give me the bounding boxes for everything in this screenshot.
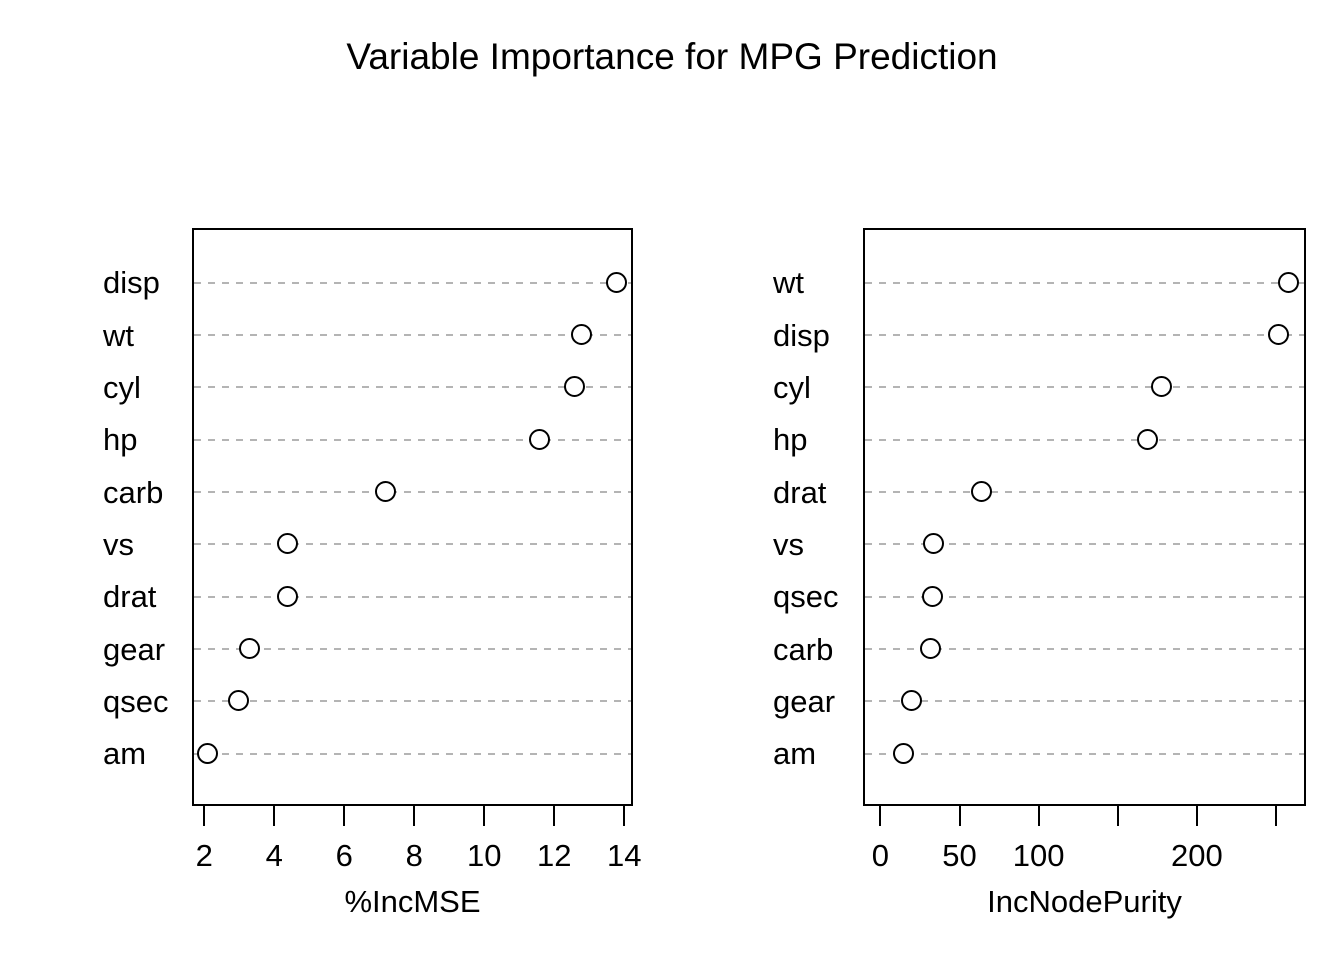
x-tick-right-250 <box>1274 806 1277 826</box>
gridline-cyl <box>194 386 631 389</box>
category-label-cyl: cyl <box>103 369 141 405</box>
category-label-vs: vs <box>103 526 134 562</box>
gridline-am <box>865 752 1304 755</box>
gridline-wt <box>194 334 631 337</box>
category-label-hp: hp <box>773 422 808 458</box>
gridline-qsec <box>865 595 1304 598</box>
x-tick-right-0 <box>879 806 882 826</box>
data-point-hp <box>1136 428 1158 450</box>
category-label-disp: disp <box>103 265 160 301</box>
data-point-am <box>196 742 218 764</box>
gridline-qsec <box>194 700 631 703</box>
category-label-vs: vs <box>773 526 804 562</box>
x-tick-label-left-2: 2 <box>195 838 213 873</box>
x-tick-label-left-10: 10 <box>467 838 502 873</box>
x-axis-label-left: %IncMSE <box>344 884 481 919</box>
x-tick-left-4 <box>273 806 276 826</box>
x-tick-label-right-50: 50 <box>942 838 977 873</box>
data-point-disp <box>606 271 628 293</box>
data-point-cyl <box>564 376 586 398</box>
category-label-am: am <box>773 736 817 772</box>
category-label-qsec: qsec <box>103 683 169 719</box>
category-label-gear: gear <box>773 683 836 719</box>
x-tick-label-left-12: 12 <box>537 838 572 873</box>
data-point-carb <box>920 638 942 659</box>
gridline-drat <box>194 595 631 598</box>
category-label-qsec: qsec <box>773 579 839 615</box>
x-tick-left-2 <box>203 806 206 826</box>
x-tick-right-200 <box>1195 806 1198 826</box>
x-tick-left-6 <box>343 806 346 826</box>
category-label-wt: wt <box>103 317 134 353</box>
category-label-disp: disp <box>773 317 830 353</box>
x-tick-left-12 <box>553 806 556 826</box>
data-point-qsec <box>921 585 943 607</box>
data-point-qsec <box>228 690 250 712</box>
gridline-carb <box>194 491 631 494</box>
gridline-carb <box>865 648 1304 650</box>
x-tick-right-100 <box>1037 806 1040 826</box>
x-tick-label-left-6: 6 <box>335 838 353 873</box>
x-tick-label-right-100: 100 <box>1012 838 1065 873</box>
category-label-drat: drat <box>773 474 827 510</box>
data-point-carb <box>375 481 397 503</box>
gridline-hp <box>865 438 1304 441</box>
chart-title: Variable Importance for MPG Prediction <box>346 36 998 77</box>
gridline-disp <box>865 334 1304 337</box>
gridline-vs <box>865 543 1304 546</box>
data-point-drat <box>970 481 992 503</box>
data-point-vs <box>923 533 945 555</box>
category-label-carb: carb <box>103 474 164 510</box>
gridline-disp <box>194 281 631 284</box>
data-point-am <box>893 742 915 764</box>
x-tick-label-right-200: 200 <box>1170 838 1223 873</box>
x-tick-right-50 <box>958 806 961 826</box>
category-label-wt: wt <box>773 265 804 301</box>
data-point-gear <box>901 690 923 712</box>
x-tick-left-10 <box>483 806 486 826</box>
x-tick-label-right-0: 0 <box>871 838 890 873</box>
data-point-vs <box>277 533 299 555</box>
x-tick-right-150 <box>1116 806 1119 826</box>
gridline-wt <box>865 281 1304 284</box>
category-label-hp: hp <box>103 422 138 458</box>
data-point-cyl <box>1151 376 1173 398</box>
gridline-gear <box>865 700 1304 703</box>
category-label-carb: carb <box>773 631 834 667</box>
data-point-hp <box>529 428 551 450</box>
gridline-gear <box>194 648 631 650</box>
category-label-drat: drat <box>103 579 157 615</box>
gridline-am <box>194 752 631 755</box>
plot-box-left <box>192 228 633 806</box>
plot-box-right <box>863 228 1306 806</box>
x-tick-left-8 <box>413 806 416 826</box>
data-point-wt <box>571 324 593 346</box>
x-tick-label-left-8: 8 <box>405 838 423 873</box>
category-label-gear: gear <box>103 631 166 667</box>
data-point-gear <box>238 638 260 659</box>
category-label-am: am <box>103 736 147 772</box>
x-tick-left-14 <box>623 806 626 826</box>
data-point-drat <box>277 585 299 607</box>
data-point-wt <box>1277 271 1299 293</box>
x-tick-label-left-4: 4 <box>265 838 283 873</box>
data-point-disp <box>1268 324 1290 346</box>
gridline-hp <box>194 438 631 441</box>
gridline-drat <box>865 491 1304 494</box>
gridline-cyl <box>865 386 1304 389</box>
gridline-vs <box>194 543 631 546</box>
x-axis-label-right: IncNodePurity <box>987 884 1182 919</box>
x-tick-label-left-14: 14 <box>607 838 642 873</box>
category-label-cyl: cyl <box>773 369 811 405</box>
